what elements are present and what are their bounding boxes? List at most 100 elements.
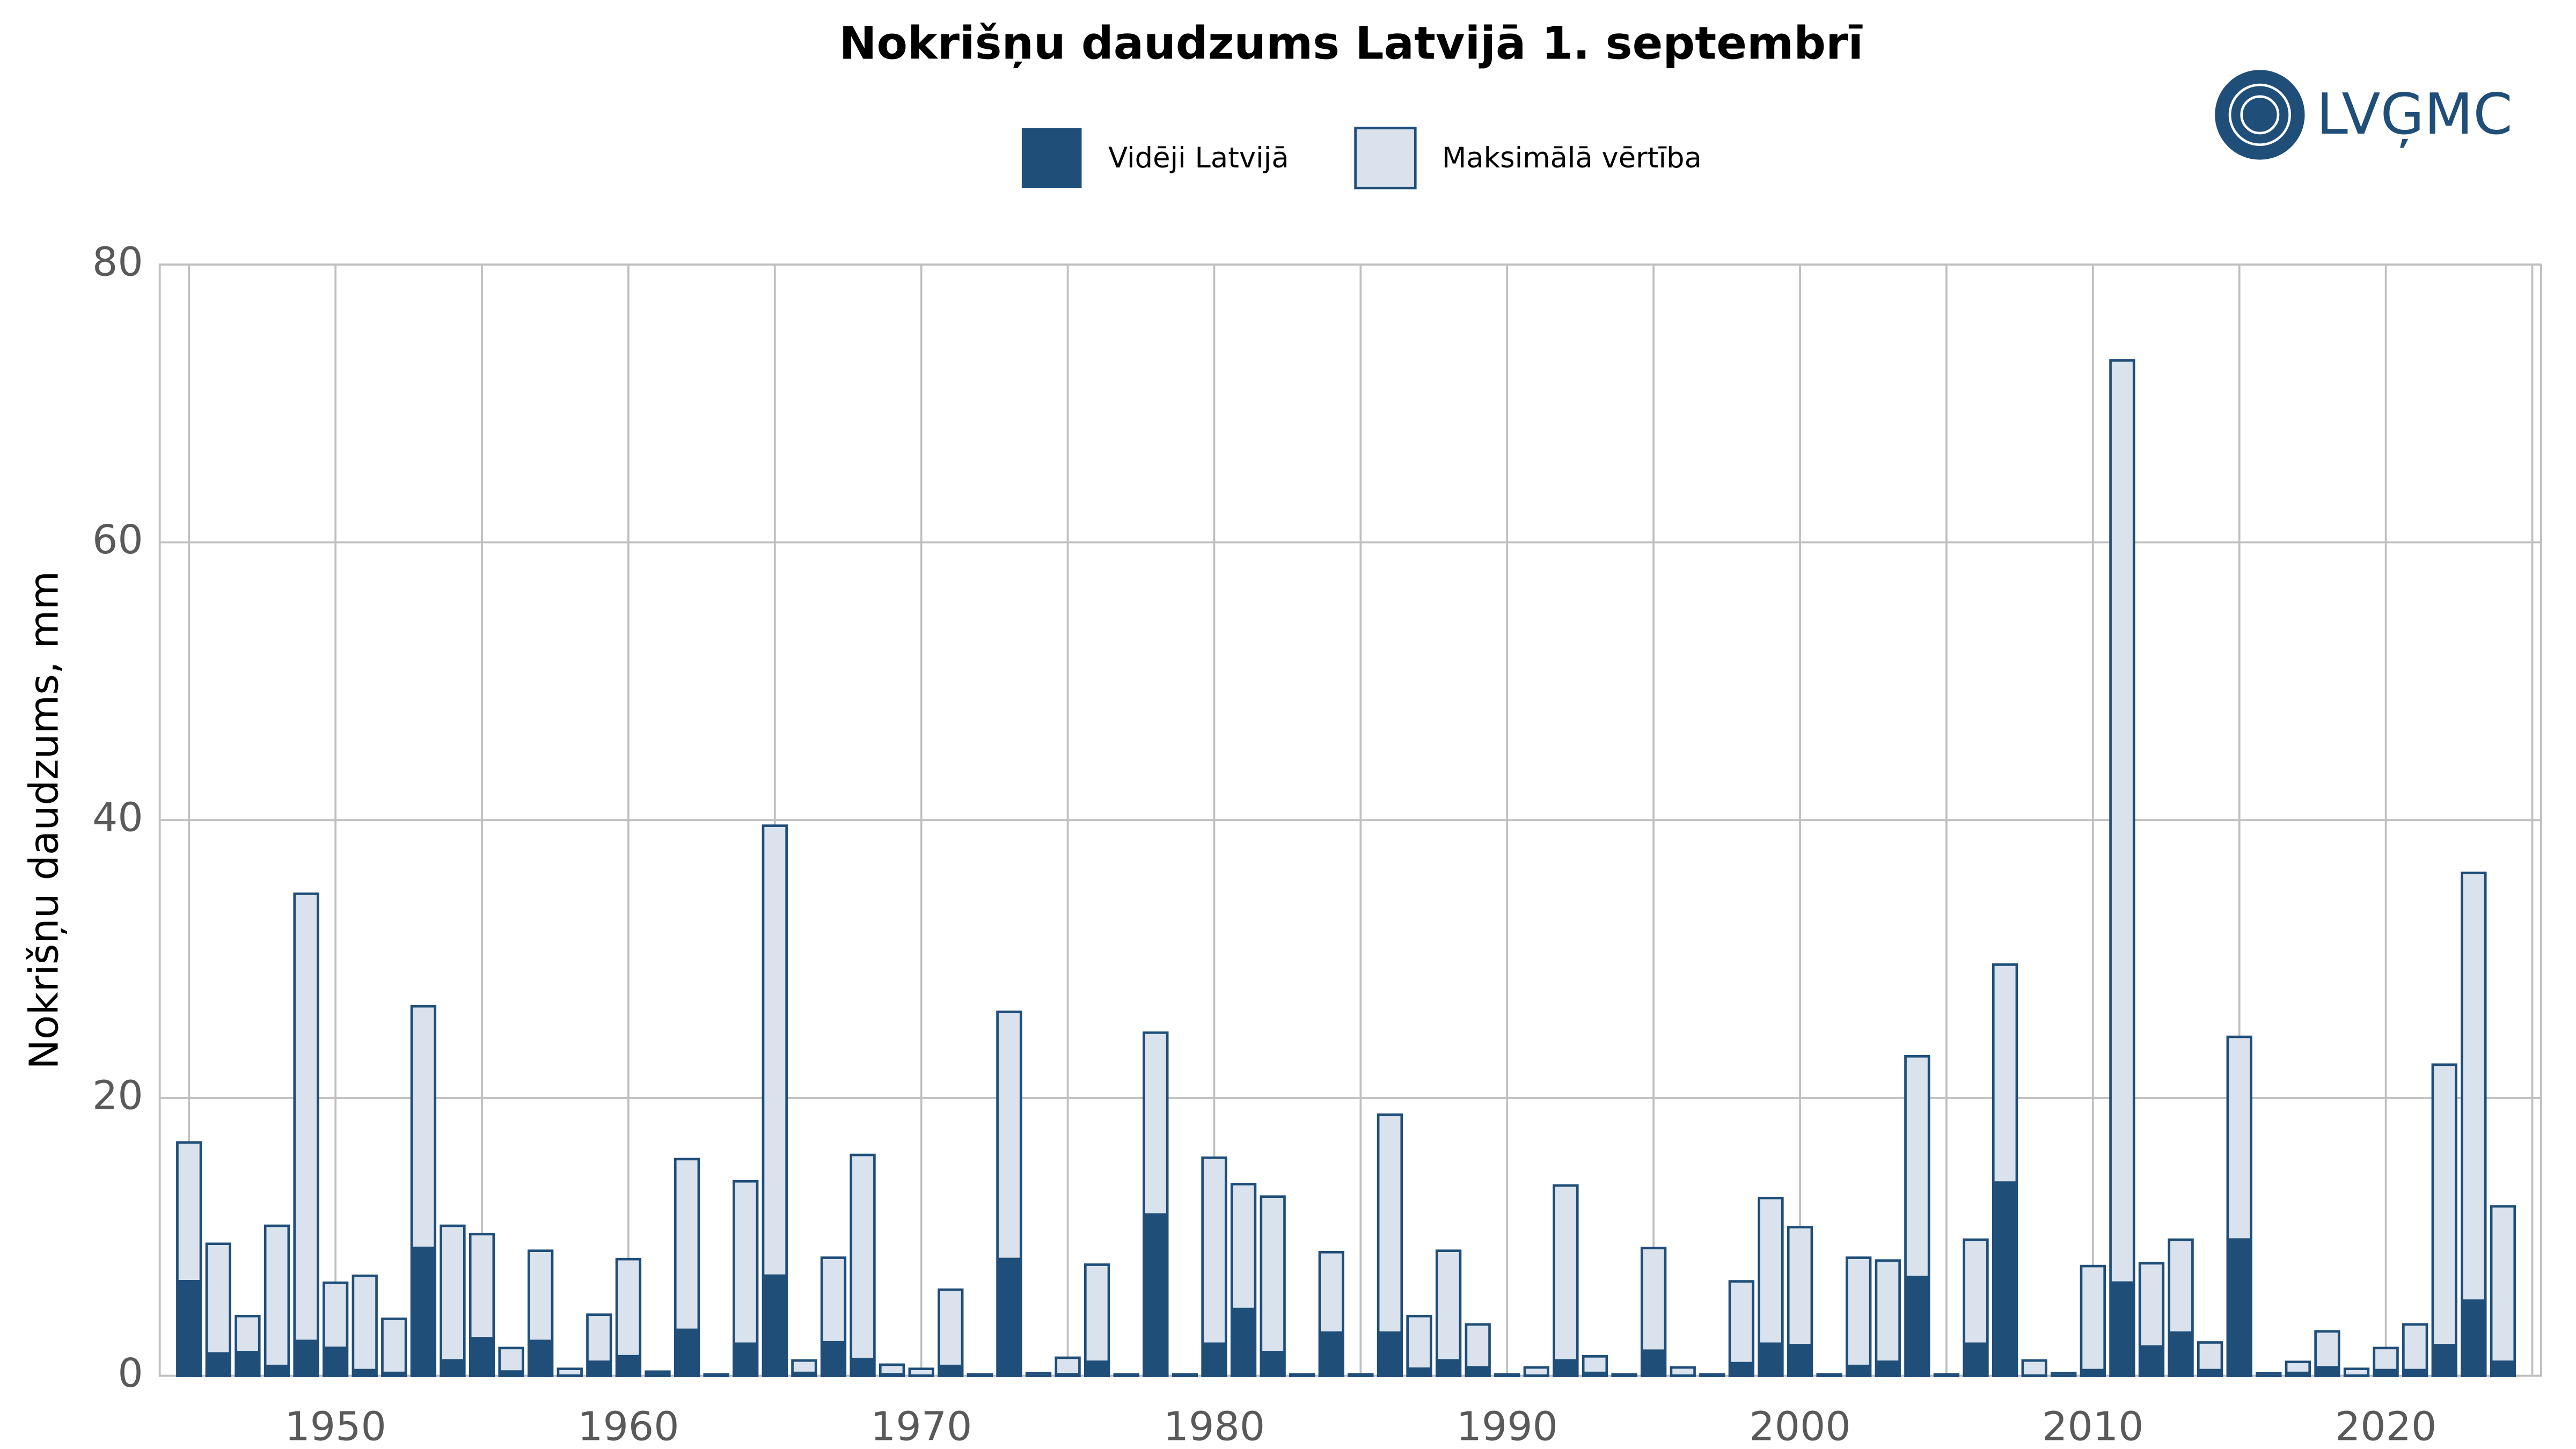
y-tick-label: 40 [92, 794, 143, 841]
bar [1611, 1373, 1637, 1377]
bar [2021, 1359, 2047, 1377]
bar [1876, 1360, 1900, 1376]
bar [2491, 1360, 2515, 1376]
bar [1084, 1263, 1110, 1377]
bar [792, 1371, 816, 1376]
bar [2402, 1323, 2428, 1377]
y-tick-label: 20 [92, 1072, 143, 1118]
y-tick-label: 0 [118, 1350, 143, 1396]
x-tick-label: 2020 [2335, 1403, 2436, 1449]
bar [353, 1368, 377, 1376]
bar [822, 1341, 845, 1376]
bar [1085, 1360, 1109, 1376]
bar [2431, 1063, 2457, 1377]
bar [499, 1370, 523, 1376]
bar [1642, 1349, 1665, 1376]
chart-title: Nokrišņu daudzums Latvijā 1. septembrī [839, 17, 1864, 70]
logo-ring [2228, 83, 2291, 147]
bar [938, 1288, 964, 1377]
bar [880, 1373, 904, 1376]
x-tick-label: 2000 [1749, 1403, 1850, 1449]
legend-swatch [1354, 127, 1417, 189]
bar [2198, 1368, 2222, 1376]
bar [850, 1153, 876, 1377]
bar [2140, 1345, 2163, 1376]
bar [1554, 1359, 1578, 1376]
legend-swatch [1021, 128, 1082, 188]
bar [2109, 359, 2135, 1377]
bar [236, 1351, 260, 1376]
bar [1466, 1366, 1490, 1376]
bar [675, 1328, 699, 1376]
legend-label: Maksimālā vērtība [1442, 142, 1702, 174]
bar [412, 1246, 435, 1376]
bar [440, 1224, 466, 1377]
bar [1407, 1367, 1431, 1376]
bar [1435, 1249, 1462, 1377]
x-tick-label: 1960 [577, 1403, 679, 1449]
bar [1202, 1342, 1226, 1376]
bar [909, 1374, 933, 1376]
bar [1378, 1331, 1402, 1376]
bar [1699, 1373, 1725, 1377]
bar [1055, 1356, 1081, 1377]
bar [293, 892, 319, 1377]
logo: LVĢMC [2215, 70, 2513, 160]
logo-text: LVĢMC [2316, 81, 2513, 148]
bar [294, 1340, 318, 1376]
bar [1172, 1373, 1198, 1377]
bar [2315, 1366, 2339, 1376]
bar [2169, 1331, 2193, 1376]
bar [2110, 1281, 2134, 1376]
bar [324, 1346, 347, 1376]
bar [558, 1374, 582, 1376]
y-tick-label: 80 [92, 238, 143, 285]
bar [617, 1355, 640, 1376]
bar [2345, 1374, 2368, 1376]
logo-icon [2215, 70, 2305, 160]
bar [1553, 1184, 1579, 1377]
bar [1319, 1331, 1343, 1376]
bar [1494, 1373, 1520, 1377]
bar [734, 1342, 758, 1376]
x-tick-label: 1950 [284, 1403, 386, 1449]
bar [177, 1280, 201, 1376]
x-tick-label: 1970 [870, 1403, 972, 1449]
bar [2490, 1205, 2516, 1377]
bar [2080, 1264, 2106, 1377]
bar [1759, 1342, 1783, 1376]
bar [2432, 1344, 2456, 1376]
bar [2227, 1238, 2251, 1376]
bar [264, 1224, 290, 1377]
bar [1144, 1213, 1168, 1376]
bar [763, 1274, 787, 1376]
bar [441, 1359, 465, 1376]
bar [1583, 1371, 1607, 1376]
bar [1933, 1373, 1960, 1377]
bar [1289, 1373, 1315, 1377]
bar [1260, 1195, 1286, 1377]
bar [265, 1364, 289, 1376]
bar [1261, 1351, 1285, 1376]
bar [1056, 1373, 1080, 1376]
bar [2286, 1371, 2310, 1376]
bar [2374, 1368, 2398, 1376]
bar [587, 1360, 611, 1376]
bar [2052, 1374, 2076, 1376]
logo-ring [2240, 95, 2280, 135]
x-tick-label: 2010 [2042, 1403, 2143, 1449]
x-tick-label: 1990 [1457, 1403, 1558, 1449]
bar [646, 1373, 670, 1376]
bar [470, 1337, 494, 1376]
bar [1846, 1256, 1872, 1377]
bar [1437, 1359, 1460, 1376]
bar [1232, 1307, 1255, 1376]
bar [1730, 1362, 1753, 1376]
y-axis-label: Nokrišņu daudzums, mm [20, 571, 67, 1070]
bar [1816, 1373, 1842, 1377]
bar [1964, 1342, 1988, 1376]
bar [2403, 1368, 2427, 1376]
bar [1671, 1374, 1695, 1376]
